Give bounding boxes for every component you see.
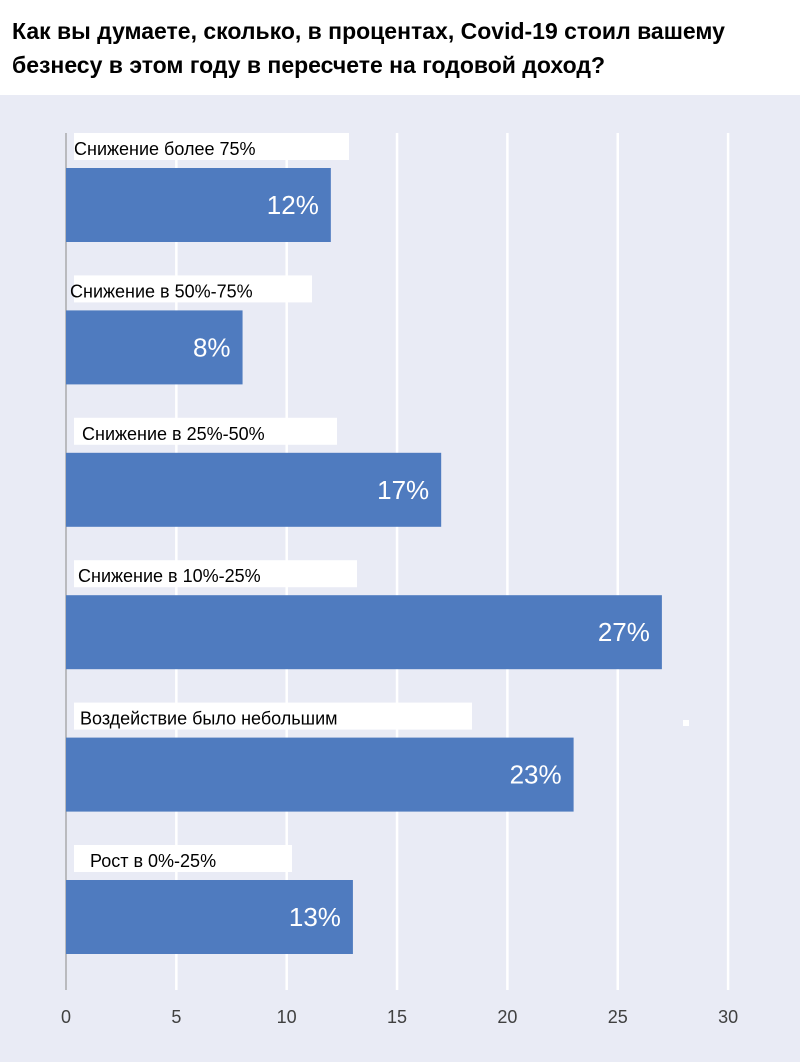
category-label: Снижение в 25%-50%	[82, 424, 265, 444]
category-label-background	[74, 275, 312, 303]
x-tick-label: 5	[171, 1007, 181, 1027]
category-label-background	[74, 417, 337, 445]
category-label-background	[74, 133, 349, 160]
x-tick-labels: 0 5 10 15 20 25 30	[61, 1007, 738, 1027]
category-label-background	[74, 560, 357, 588]
bar	[66, 310, 243, 385]
data-label: 27%	[598, 617, 650, 647]
x-tick-label: 15	[387, 1007, 407, 1027]
category-label-background	[74, 845, 292, 872]
data-label: 8%	[193, 332, 231, 362]
x-tick-label: 25	[608, 1007, 628, 1027]
x-tick-label: 10	[277, 1007, 297, 1027]
data-label: 13%	[289, 902, 341, 932]
category-label-background	[74, 702, 472, 730]
category-label: Снижение в 10%-25%	[78, 566, 261, 586]
x-tick-label: 20	[497, 1007, 517, 1027]
x-tick-label: 0	[61, 1007, 71, 1027]
x-tick-label: 30	[718, 1007, 738, 1027]
chart-title: Как вы думаете, сколько, в процентах, Co…	[12, 18, 725, 78]
stray-mark	[683, 720, 689, 726]
bar	[66, 168, 331, 242]
category-label: Снижение в 50%-75%	[70, 281, 253, 301]
bar	[66, 737, 574, 812]
bars: Снижение более 75% 12% Снижение в 50%-75% 8…	[66, 133, 689, 954]
category-label: Рост в 0%-25%	[90, 851, 216, 871]
category-label: Снижение более 75%	[74, 139, 256, 159]
data-label: 23%	[510, 760, 562, 790]
category-label: Воздействие было небольшим	[80, 709, 338, 729]
bar	[66, 880, 353, 954]
data-label: 12%	[267, 190, 319, 220]
bar	[66, 452, 442, 527]
data-label: 17%	[377, 475, 429, 505]
bar	[66, 595, 662, 670]
